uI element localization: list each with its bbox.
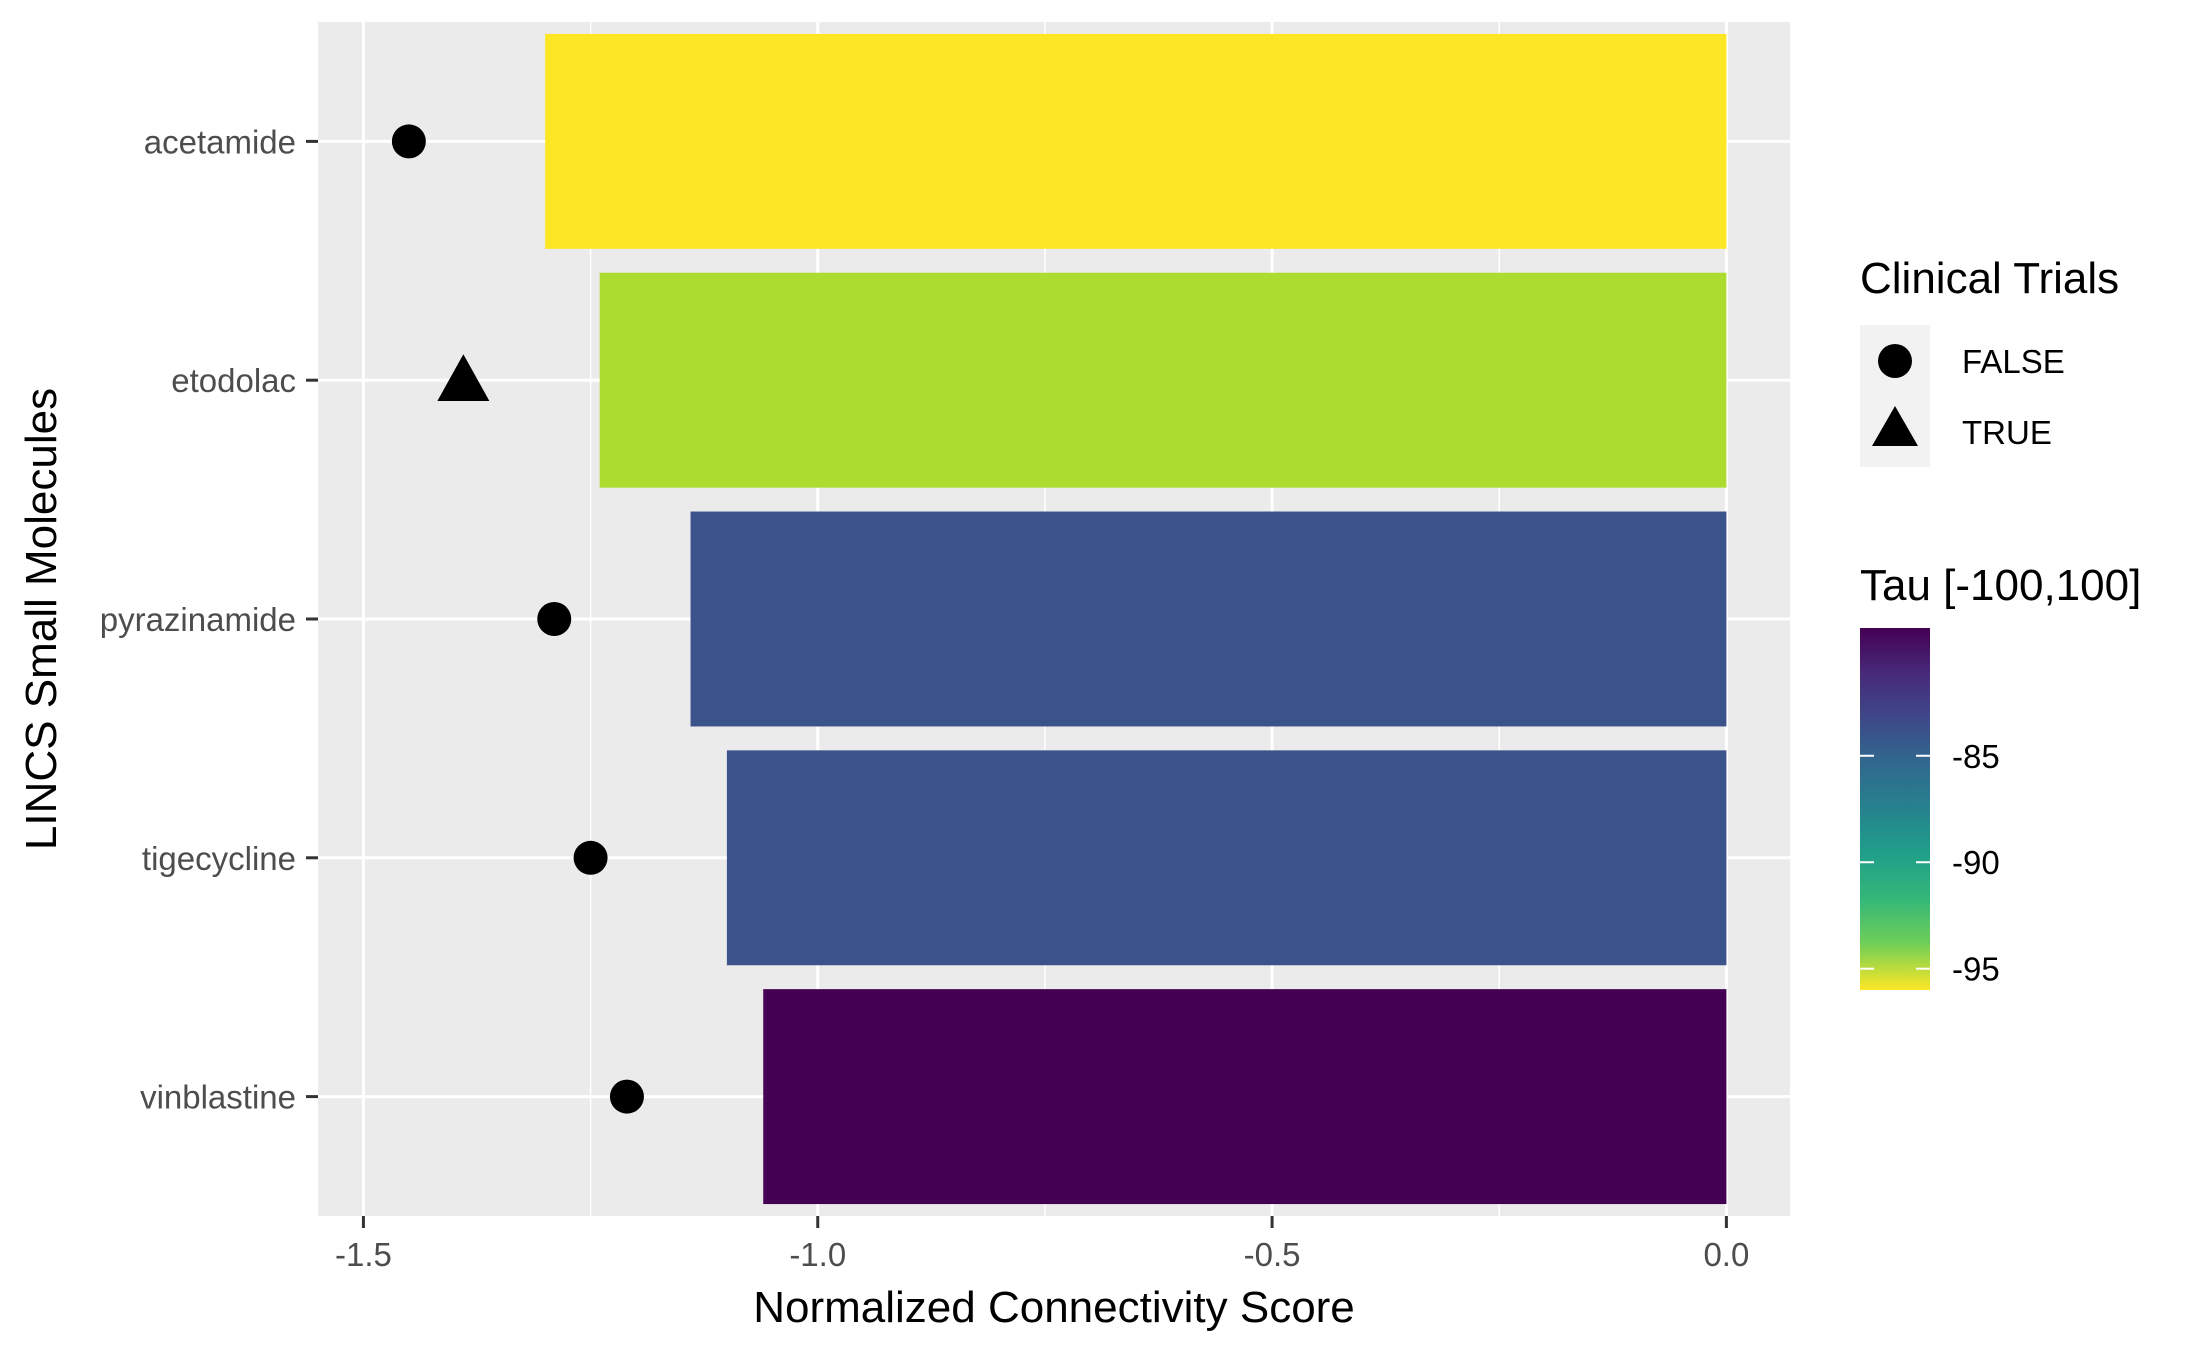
circle-icon <box>1878 344 1912 378</box>
x-axis: -1.5 -1.0 -0.5 0.0 <box>335 1216 1749 1273</box>
color-legend-title: Tau [-100,100] <box>1860 561 2141 610</box>
color-bar-ticks: -85 -90 -95 <box>1860 738 2000 988</box>
x-tick-label: -0.5 <box>1244 1236 1301 1273</box>
point-etodolac <box>437 354 490 401</box>
color-bar-tick-label: -95 <box>1952 951 2000 988</box>
x-tick-label: -1.0 <box>789 1236 846 1273</box>
shape-legend: Clinical Trials FALSE TRUE <box>1860 254 2119 467</box>
bar-acetamide <box>545 33 1727 249</box>
color-bar-tick-label: -85 <box>1952 738 2000 775</box>
color-bar <box>1860 628 1930 990</box>
color-legend: Tau [-100,100] -85 -90 -95 <box>1860 561 2141 990</box>
x-tick-label: -1.5 <box>335 1236 392 1273</box>
points <box>391 124 644 1114</box>
point-tigecycline <box>573 840 608 875</box>
shape-legend-title: Clinical Trials <box>1860 254 2119 303</box>
shape-legend-label-true: TRUE <box>1962 414 2052 451</box>
triangle-icon <box>1872 406 1918 446</box>
point-vinblastine <box>609 1079 644 1114</box>
color-bar-tick-label: -90 <box>1952 844 2000 881</box>
bars <box>545 33 1727 1205</box>
y-tick-label: acetamide <box>144 123 296 160</box>
bar-etodolac <box>599 272 1727 488</box>
bar-vinblastine <box>763 989 1727 1205</box>
point-pyrazinamide <box>537 602 572 636</box>
y-tick-label: vinblastine <box>140 1079 296 1116</box>
bar-pyrazinamide <box>690 511 1727 727</box>
y-tick-label: pyrazinamide <box>100 601 296 638</box>
x-tick-label: 0.0 <box>1703 1236 1749 1273</box>
y-axis-title: LINCS Small Molecules <box>17 388 66 850</box>
y-tick-label: tigecycline <box>142 840 296 877</box>
shape-legend-label-false: FALSE <box>1962 343 2065 380</box>
y-tick-label: etodolac <box>171 362 296 399</box>
x-axis-title: Normalized Connectivity Score <box>753 1283 1355 1332</box>
bar-tigecycline <box>726 750 1727 966</box>
point-acetamide <box>391 124 426 159</box>
y-axis: acetamide etodolac pyrazinamide tigecycline… <box>100 123 318 1116</box>
